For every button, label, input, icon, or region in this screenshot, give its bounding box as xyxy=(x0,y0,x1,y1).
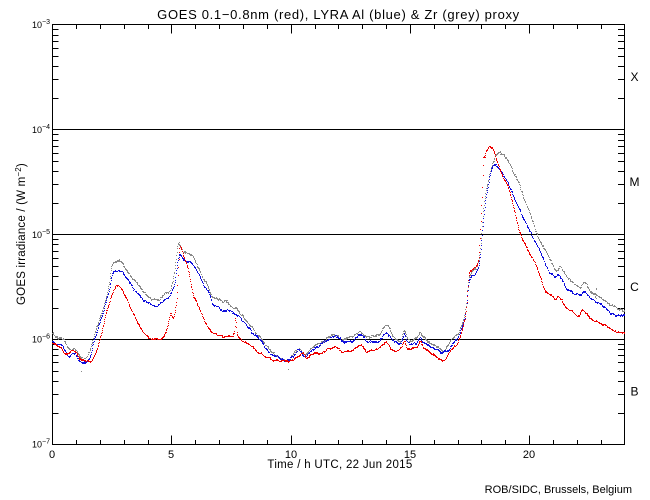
svg-text:5: 5 xyxy=(168,449,174,461)
svg-text:10−3: 10−3 xyxy=(32,19,50,30)
svg-text:Time / h UTC, 22 Jun 2015: Time / h UTC, 22 Jun 2015 xyxy=(267,459,412,471)
svg-text:GOES 0.1−0.8nm (red), LYRA Al: GOES 0.1−0.8nm (red), LYRA Al (blue) & Z… xyxy=(157,7,520,22)
svg-text:0: 0 xyxy=(49,449,55,461)
svg-text:20: 20 xyxy=(523,449,535,461)
svg-text:10−4: 10−4 xyxy=(32,124,50,135)
svg-text:M: M xyxy=(630,175,640,189)
svg-text:ROB/SIDC, Brussels, Belgium: ROB/SIDC, Brussels, Belgium xyxy=(485,484,632,496)
svg-text:10−6: 10−6 xyxy=(32,334,50,345)
svg-text:C: C xyxy=(630,280,639,294)
svg-text:B: B xyxy=(630,385,638,399)
svg-text:10: 10 xyxy=(285,449,297,461)
svg-text:10−7: 10−7 xyxy=(32,439,50,450)
svg-text:10−5: 10−5 xyxy=(32,229,50,240)
svg-text:GOES irradiance / (W m−2): GOES irradiance / (W m−2) xyxy=(14,163,28,305)
svg-text:X: X xyxy=(630,70,638,84)
svg-text:15: 15 xyxy=(404,449,416,461)
